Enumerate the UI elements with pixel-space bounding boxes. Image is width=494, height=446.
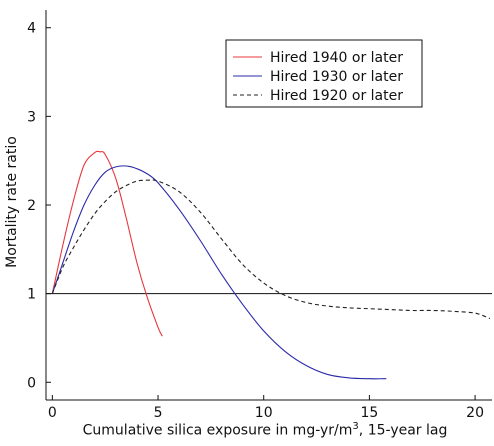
y-tick-label: 1: [27, 287, 36, 303]
y-axis-title: Mortality rate ratio: [4, 136, 20, 268]
y-tick-label: 0: [27, 375, 36, 391]
legend: Hired 1940 or later Hired 1930 or later Hi…: [225, 39, 423, 108]
y-tick-label: 3: [27, 109, 36, 125]
x-tick-label: 10: [255, 405, 273, 421]
series-line-1: [51, 150, 163, 337]
y-tick-label: 4: [27, 21, 36, 37]
series-group: [51, 150, 491, 380]
axes: 0 1 2 3 4 0 5 10 15 20: [27, 10, 492, 421]
x-axis-title: Cumulative silica exposure in mg-yr/m3, …: [0, 421, 494, 439]
x-tick-label: 15: [360, 405, 378, 421]
series-line-2: [51, 165, 387, 380]
x-tick-label: 20: [466, 405, 484, 421]
series-line-3: [51, 179, 491, 320]
x-tick-label: 0: [48, 405, 57, 421]
legend-label-3: Hired 1920 or later: [270, 88, 403, 104]
x-axis-title-prefix: Cumulative silica exposure in mg-yr/m: [82, 422, 353, 439]
legend-box: [225, 39, 423, 108]
legend-label-1: Hired 1940 or later: [270, 50, 403, 66]
y-tick-label: 2: [27, 198, 36, 214]
legend-label-2: Hired 1930 or later: [270, 69, 403, 85]
x-tick-label: 5: [154, 405, 163, 421]
x-axis-title-sup: 3: [352, 421, 359, 432]
x-axis-title-suffix: , 15-year lag: [358, 422, 448, 439]
